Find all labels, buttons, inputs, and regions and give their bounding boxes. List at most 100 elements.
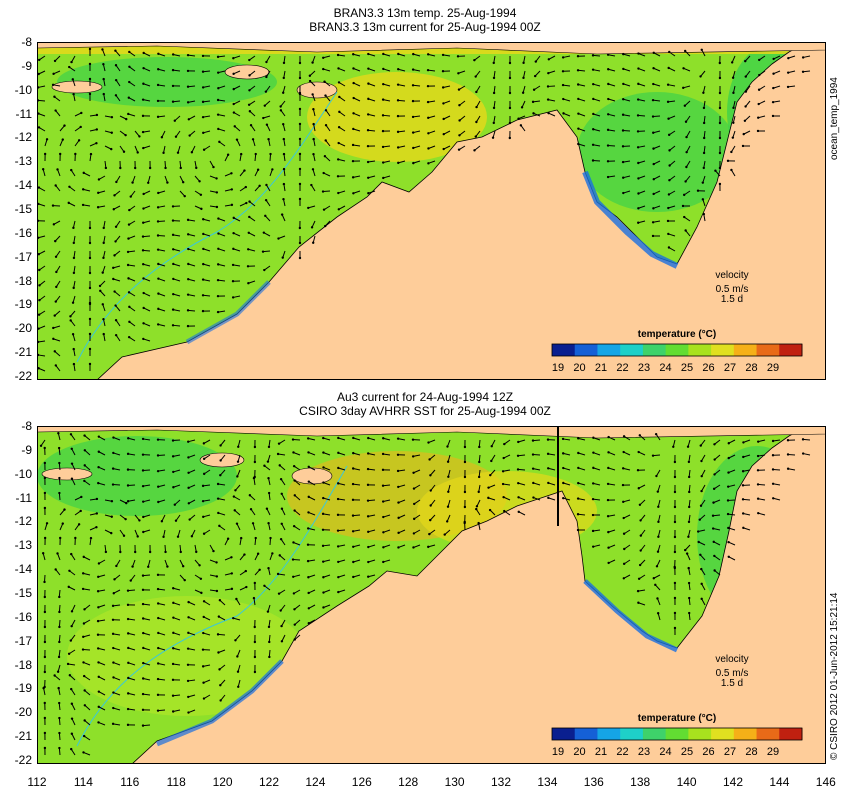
current-arrow-head — [141, 98, 145, 101]
current-arrow-head — [126, 263, 130, 267]
current-arrow-head — [66, 662, 70, 666]
current-arrow-head — [681, 204, 685, 208]
current-arrow-head — [429, 474, 432, 477]
current-arrow-head — [111, 722, 115, 726]
current-arrow-head — [102, 62, 105, 66]
current-arrow-head — [772, 497, 775, 500]
current-arrow-head — [141, 708, 145, 712]
current-arrow-head — [96, 206, 100, 209]
current-arrow-head — [248, 58, 251, 62]
current-arrow-head — [201, 665, 205, 668]
current-arrow-head — [741, 484, 745, 487]
current-arrow-head — [321, 190, 325, 193]
y-tick-label: -10 — [14, 82, 32, 97]
current-arrow-head — [292, 451, 295, 454]
current-arrow-head — [576, 497, 580, 500]
current-arrow-head — [522, 76, 525, 80]
current-arrow-head — [172, 262, 175, 266]
current-arrow-head — [652, 192, 655, 196]
current-arrow-head — [713, 554, 716, 558]
current-arrow-head — [741, 512, 745, 515]
current-arrow-head — [265, 183, 268, 187]
current-arrow-head — [427, 147, 430, 150]
current-arrow-head — [322, 481, 325, 484]
current-arrow-head — [216, 497, 220, 500]
current-arrow-head — [280, 213, 284, 216]
current-arrow-head — [171, 678, 175, 682]
top-map-panel — [37, 42, 826, 380]
y-tick-label: -14 — [14, 562, 32, 577]
current-arrow-head — [531, 467, 535, 470]
current-arrow-head — [88, 241, 92, 245]
y-tick-label: -19 — [14, 297, 32, 312]
current-arrow-head — [475, 90, 478, 94]
current-arrow-head — [591, 529, 595, 533]
current-arrow-head — [475, 507, 478, 511]
current-arrow-head — [533, 74, 537, 78]
y-tick-label: -13 — [14, 154, 32, 169]
current-arrow-head — [411, 115, 415, 119]
current-arrow-head — [338, 110, 341, 114]
current-arrow-head — [142, 646, 145, 650]
current-arrow-head — [97, 661, 100, 664]
current-arrow-head — [366, 113, 370, 116]
current-arrow-head — [337, 466, 340, 470]
current-arrow-head — [43, 655, 47, 659]
current-arrow-head — [352, 192, 355, 195]
australia-landmass — [131, 426, 826, 764]
island — [296, 81, 338, 99]
current-arrow-head — [79, 509, 82, 513]
current-arrow-head — [312, 122, 315, 126]
current-arrow-head — [772, 72, 775, 75]
current-arrow-head — [397, 161, 400, 165]
current-arrow-head — [183, 194, 186, 198]
current-arrow-head — [656, 612, 660, 615]
current-arrow-head — [666, 219, 670, 223]
current-arrow-head — [298, 92, 302, 96]
current-arrow-head — [174, 135, 178, 138]
current-arrow-head — [591, 482, 595, 485]
current-arrow-head — [97, 481, 100, 485]
current-arrow-head — [156, 248, 160, 251]
current-arrow-head — [133, 550, 137, 554]
current-arrow-head — [322, 466, 325, 469]
current-arrow-head — [621, 467, 625, 470]
current-arrow-head — [133, 166, 137, 170]
current-arrow-head — [607, 82, 610, 86]
bottom-velocity-scale: 0.5 m/s — [715, 668, 749, 679]
current-arrow-head — [88, 317, 92, 321]
current-arrow-head — [652, 131, 655, 134]
x-tick-label: 136 — [583, 775, 604, 789]
current-arrow-head — [247, 231, 250, 234]
current-arrow-head — [217, 511, 220, 515]
y-tick-label: -21 — [14, 729, 32, 744]
current-arrow-head — [412, 517, 416, 521]
x-tick-label: 118 — [166, 775, 186, 789]
current-arrow-head — [577, 97, 580, 101]
current-arrow-head — [216, 263, 220, 266]
current-arrow-head — [492, 61, 495, 65]
current-arrow-head — [352, 560, 355, 564]
current-arrow-head — [381, 114, 385, 117]
current-arrow-head — [475, 120, 478, 124]
current-arrow-head — [104, 166, 108, 170]
current-arrow-head — [337, 451, 340, 455]
current-arrow-head — [202, 218, 205, 221]
current-arrow-head — [141, 469, 145, 472]
current-arrow-head — [531, 453, 535, 456]
current-arrow-head — [82, 751, 85, 754]
current-arrow-head — [727, 485, 730, 488]
current-arrow-head — [68, 569, 71, 572]
current-arrow-head — [72, 362, 76, 366]
current-arrow-head — [195, 550, 198, 554]
current-arrow-head — [200, 207, 203, 211]
current-arrow-head — [114, 319, 118, 322]
colorbar-tick-label: 21 — [594, 362, 608, 374]
current-arrow-head — [503, 509, 506, 513]
current-arrow-head — [311, 93, 314, 96]
current-arrow-head — [37, 186, 41, 189]
current-arrow-head — [202, 697, 206, 700]
current-arrow-head — [532, 496, 535, 499]
current-arrow-head — [668, 50, 671, 54]
current-arrow-head — [651, 115, 655, 118]
